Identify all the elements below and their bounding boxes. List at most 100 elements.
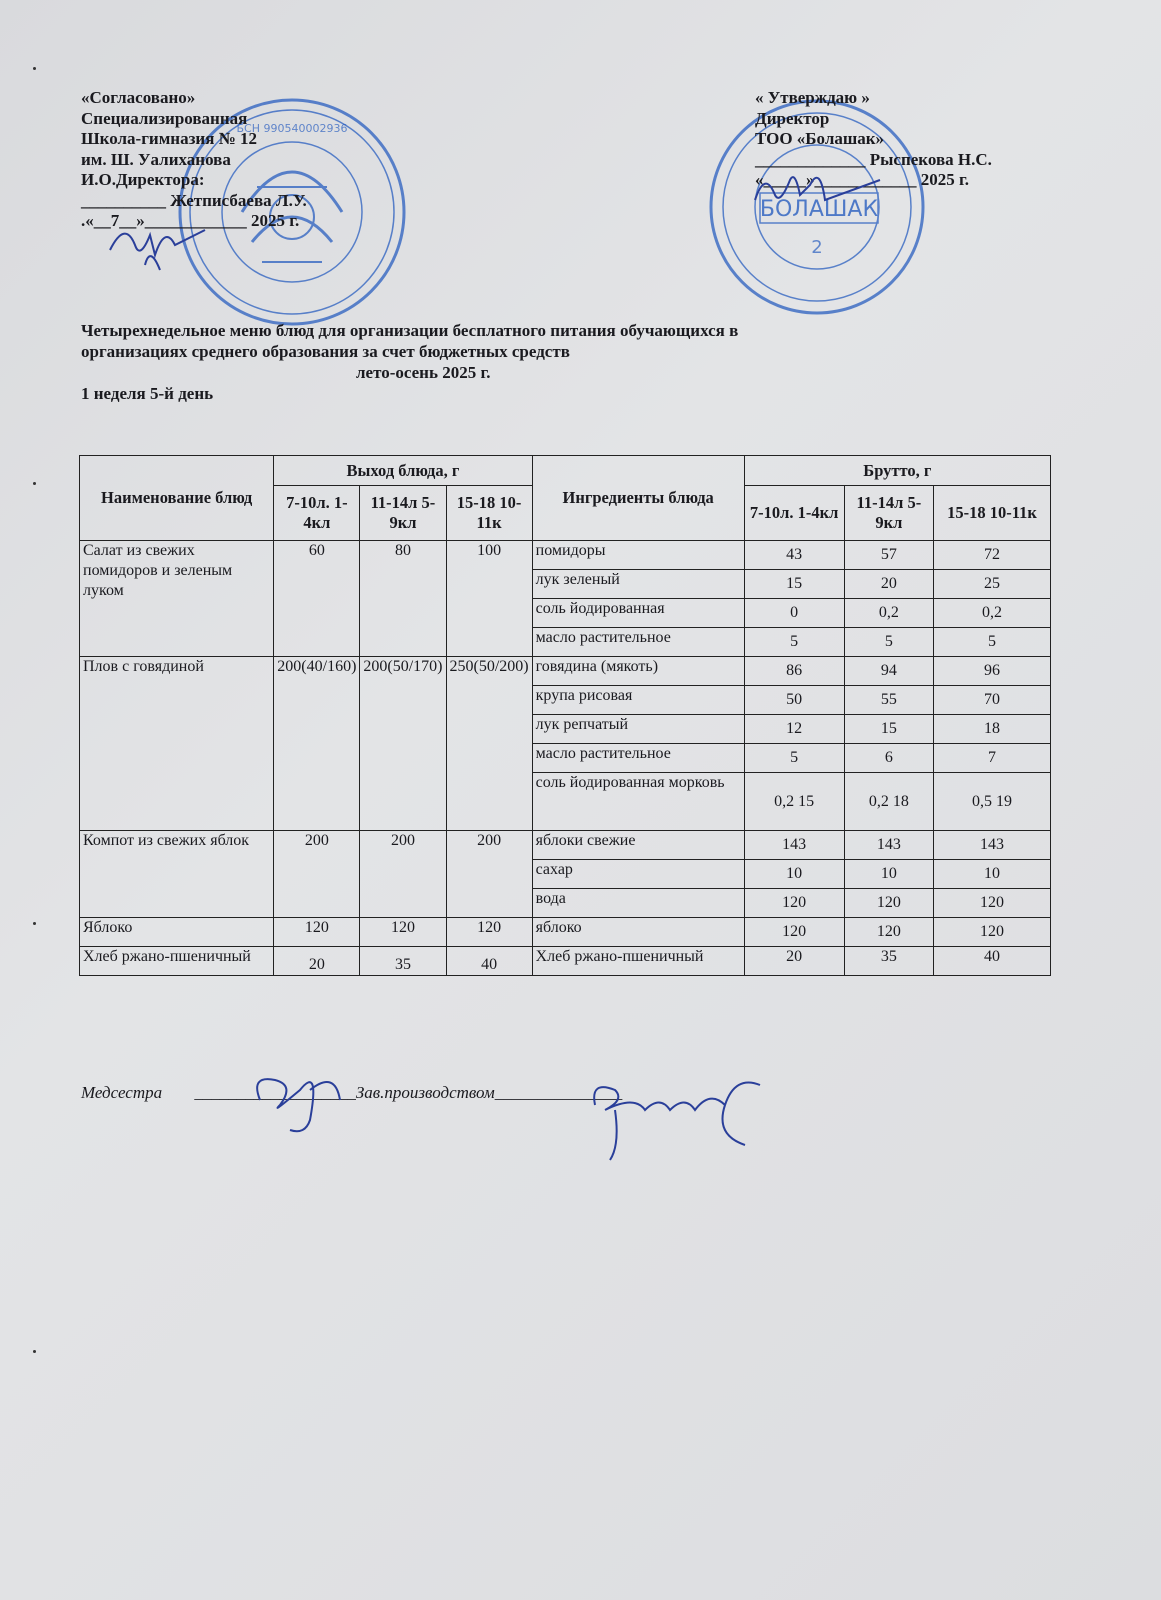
speck (33, 482, 36, 485)
table-row: масло растительное 5 6 7 (80, 743, 1051, 773)
dish-name: Плов с говядиной (78, 656, 275, 831)
ingredient-brutto: 35 (843, 946, 935, 976)
ingredient-brutto: 0,2 (933, 598, 1051, 628)
org-line: им. Ш. Уалиханова (81, 149, 231, 169)
ingredient-name: яблоко (531, 917, 745, 947)
dish-output: 200 (359, 830, 447, 918)
org-line: ТОО «Болашак» (755, 129, 885, 148)
ingredient-brutto: 55 (843, 685, 935, 715)
header-output-col: 15-18 10-11к (445, 485, 533, 541)
signer-line: _____________ Рыспекова Н.С. (755, 149, 992, 169)
ingredient-brutto: 25 (933, 569, 1051, 599)
speck (33, 1350, 36, 1353)
dish-output: 40 (445, 946, 533, 976)
ingredient-brutto: 120 (933, 888, 1051, 918)
season-line: лето-осень 2025 г. (356, 363, 491, 382)
ingredient-brutto: 143 (843, 830, 935, 860)
speck (33, 67, 36, 70)
ingredient-brutto: 5 (933, 627, 1051, 657)
ingredient-brutto: 0,2 15 (743, 772, 845, 831)
ingredient-brutto: 10 (743, 859, 845, 889)
ingredient-brutto: 57 (843, 540, 935, 570)
ingredient-brutto: 50 (743, 685, 845, 715)
approval-block-right: « Утверждаю » Директор ТОО «Болашак» ___… (755, 88, 1055, 191)
approval-block-left: «Согласовано» Специализированная Школа-г… (81, 88, 441, 232)
chef-line: _______________ (494, 1083, 623, 1102)
ingredient-brutto: 96 (933, 656, 1051, 686)
dish-output: 120 (273, 917, 361, 947)
day-line: 1 неделя 5-й день (81, 384, 214, 403)
ingredient-brutto: 0,2 (843, 598, 935, 628)
header-dish: Наименование блюд (78, 455, 275, 541)
dish-output: 60 (273, 540, 361, 657)
dish-output: 200 (445, 830, 533, 918)
dish-output: 80 (359, 540, 447, 657)
table-row: соль йодированная 0 0,2 0,2 (80, 598, 1051, 628)
dish-output: 20 (273, 946, 361, 976)
position-line: Директор (755, 108, 830, 128)
header-brutto: Брутто, г (743, 455, 1052, 486)
header-output: Выход блюда, г (273, 455, 533, 486)
header-brutto-col: 11-14л 5-9кл (843, 485, 935, 541)
ingredient-brutto: 120 (743, 917, 845, 947)
ingredient-brutto: 10 (843, 859, 935, 889)
ingredient-name: лук зеленый (531, 569, 745, 599)
header-brutto-col: 7-10л. 1-4кл (743, 485, 845, 541)
ingredient-name: вода (531, 888, 745, 918)
ingredient-name: соль йодированная морковь (531, 772, 745, 831)
ingredient-brutto: 5 (843, 627, 935, 657)
ingredient-brutto: 12 (743, 714, 845, 744)
ingredient-brutto: 43 (743, 540, 845, 570)
signer-line: __________ Жетписбаева Л.У. (81, 190, 307, 210)
ingredient-brutto: 120 (843, 917, 935, 947)
speck (33, 922, 36, 925)
ingredient-brutto: 72 (933, 540, 1051, 570)
header-ingredients: Ингредиенты блюда (531, 455, 745, 541)
dish-output: 200 (273, 830, 361, 918)
dish-output: 200(40/160) (273, 656, 361, 831)
table-row: Яблоко 120 120 120 яблоко 120 120 120 (78, 917, 1051, 947)
table-row: соль йодированная морковь 0,2 15 0,2 18 0,5… (80, 772, 1051, 831)
date-line: .«__7__»____________ 2025 г. (81, 211, 300, 230)
chef-signature (593, 1081, 761, 1161)
table-row: лук репчатый 12 15 18 (80, 714, 1051, 744)
dish-output: 250(50/200) (445, 656, 533, 831)
ingredient-brutto: 20 (843, 569, 935, 599)
ingredient-brutto: 120 (743, 888, 845, 918)
header-brutto-col: 15-18 10-11к (933, 485, 1051, 541)
ingredient-brutto: 15 (843, 714, 935, 744)
ingredient-brutto: 0,5 19 (933, 772, 1051, 831)
org-line: Школа-гимназия № 12 (81, 129, 258, 148)
dish-output: 120 (359, 917, 447, 947)
ingredient-name: Хлеб ржано-пшеничный (531, 946, 745, 976)
ingredient-name: масло растительное (531, 743, 745, 773)
stamp-text: БОЛАШАК (760, 197, 879, 222)
ingredient-brutto: 120 (843, 888, 935, 918)
ingredient-name: яблоки свежие (531, 830, 745, 860)
ingredient-brutto: 0,2 18 (843, 772, 935, 831)
ingredient-brutto: 120 (933, 917, 1051, 947)
dish-output: 200(50/170) (359, 656, 447, 831)
table-row: вода 120 120 120 (80, 888, 1051, 918)
ingredient-name: говядина (мякоть) (531, 656, 745, 686)
ingredient-brutto: 10 (933, 859, 1051, 889)
dish-name: Компот из свежих яблок (78, 830, 275, 918)
ingredient-brutto: 5 (743, 627, 845, 657)
nurse-signature-line: Медсестра ___________________Зав.произво… (81, 1083, 622, 1103)
ingredient-brutto: 20 (743, 946, 845, 976)
dish-output: 35 (359, 946, 447, 976)
ingredient-brutto: 40 (933, 946, 1051, 976)
dish-output: 120 (445, 917, 533, 947)
dish-output: 100 (445, 540, 533, 657)
svg-text:2: 2 (811, 237, 822, 258)
ingredient-brutto: 143 (743, 830, 845, 860)
ingredient-brutto: 6 (843, 743, 935, 773)
table-row: Салат из свежих помидоров и зеленым луко… (78, 540, 1051, 657)
ingredient-name: помидоры (531, 540, 745, 570)
nurse-line: ___________________ (194, 1083, 356, 1102)
ingredient-brutto: 0 (743, 598, 845, 628)
ingredient-brutto: 7 (933, 743, 1051, 773)
dish-name: Хлеб ржано-пшеничный (78, 946, 275, 976)
document-title: Четырехнедельное меню блюд для организац… (81, 320, 1081, 404)
header-output-col: 7-10л. 1-4кл (273, 485, 361, 541)
